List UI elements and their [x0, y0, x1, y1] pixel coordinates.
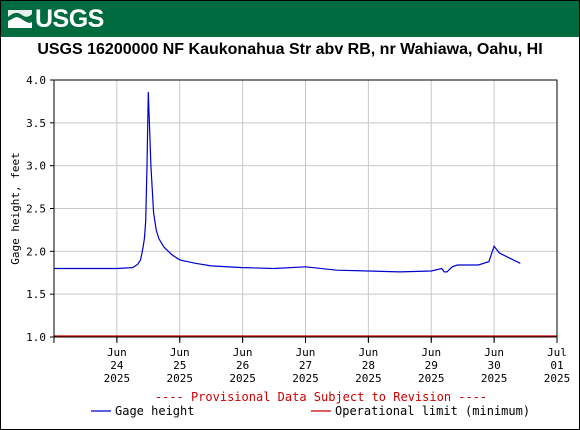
x-tick-label: 2025: [418, 372, 445, 385]
y-tick-label: 3.0: [26, 160, 46, 173]
x-tick-label: 26: [236, 359, 249, 372]
x-tick-label: 2025: [167, 372, 194, 385]
usgs-wave-icon: [8, 10, 32, 28]
x-tick-label: 27: [299, 359, 312, 372]
x-tick-label: 2025: [229, 372, 256, 385]
gage-height-line: [54, 91, 521, 273]
y-axis-label: Gage height, feet: [9, 152, 22, 265]
plot-border: [53, 79, 558, 338]
x-tick-label: 28: [362, 359, 375, 372]
y-tick-label: 2.5: [26, 203, 46, 216]
x-tick-label: 2025: [544, 372, 571, 385]
x-tick-label: 30: [488, 359, 501, 372]
x-tick-label: Jun: [296, 346, 316, 359]
x-tick-label: 24: [110, 359, 124, 372]
y-tick-label: 1.0: [26, 331, 46, 344]
x-tick-label: 29: [425, 359, 438, 372]
x-tick-label: 2025: [355, 372, 382, 385]
x-tick-label: Jun: [358, 346, 378, 359]
x-tick-label: Jul: [547, 346, 567, 359]
y-tick-label: 3.5: [26, 117, 46, 130]
x-tick-label: 2025: [104, 372, 131, 385]
y-tick-label: 1.5: [26, 288, 46, 301]
x-tick-label: Jun: [484, 346, 504, 359]
y-tick-label: 2.0: [26, 245, 46, 258]
legend-label-gage-height: Gage height: [115, 404, 194, 418]
x-tick-label: Jun: [107, 346, 127, 359]
x-tick-label: Jun: [233, 346, 253, 359]
chart-title: USGS 16200000 NF Kaukonahua Str abv RB, …: [37, 41, 543, 58]
legend-label-operational-limit: Operational limit (minimum): [335, 404, 530, 418]
x-tick-label: Jun: [421, 346, 441, 359]
usgs-logo-text: USGS: [35, 5, 104, 33]
x-tick-label: 25: [173, 359, 186, 372]
y-tick-label: 4.0: [26, 74, 46, 87]
x-tick-label: 01: [550, 359, 563, 372]
x-tick-label: Jun: [170, 346, 190, 359]
usgs-banner: USGS: [1, 1, 579, 37]
provisional-note: ---- Provisional Data Subject to Revisio…: [155, 390, 487, 404]
x-tick-label: 2025: [481, 372, 508, 385]
x-tick-label: 2025: [292, 372, 319, 385]
